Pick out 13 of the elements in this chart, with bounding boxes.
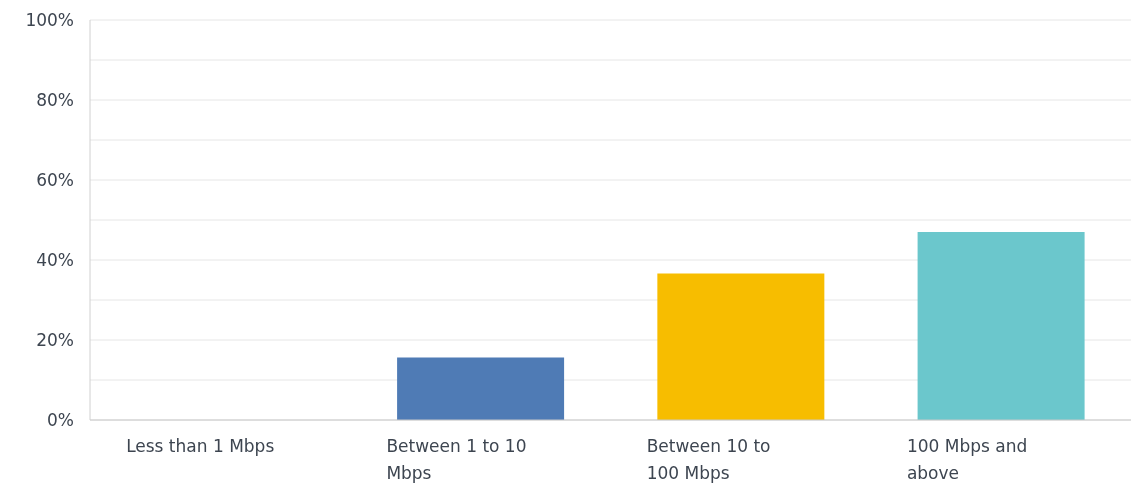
x-tick-label: 100 Mbps and above <box>906 436 1028 483</box>
bar <box>917 232 1085 420</box>
bar <box>397 357 565 420</box>
y-tick-label: 40% <box>36 250 74 271</box>
x-tick-label: Between 1 to 10 Mbps <box>386 436 527 483</box>
x-tick-label: Less than 1 Mbps <box>126 436 275 456</box>
y-tick-label: 0% <box>47 410 74 431</box>
y-tick-label: 100% <box>25 10 74 31</box>
y-tick-label: 60% <box>36 170 74 191</box>
bar <box>657 273 825 420</box>
y-tick-label: 20% <box>36 330 74 351</box>
x-tick-label: Between 10 to 100 Mbps <box>646 436 771 483</box>
y-tick-label: 80% <box>36 90 74 111</box>
